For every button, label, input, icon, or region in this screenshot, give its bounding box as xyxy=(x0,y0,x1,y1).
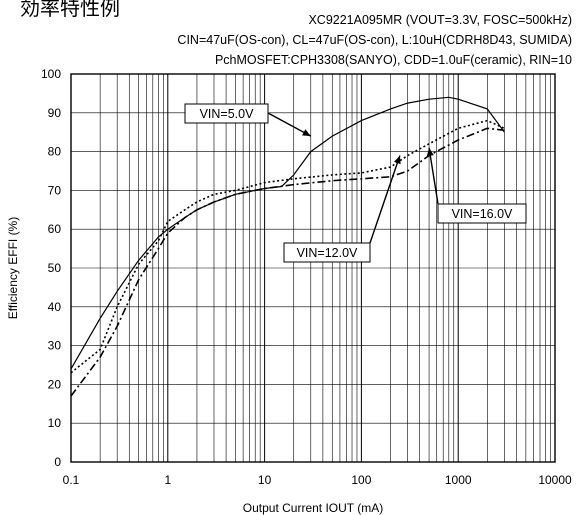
y-tick-label: 10 xyxy=(48,416,62,430)
y-tick-label: 30 xyxy=(48,339,62,353)
callout-leader xyxy=(369,155,401,244)
plot-frame xyxy=(70,73,556,463)
series-line-2 xyxy=(70,119,505,374)
callout-leader xyxy=(428,147,439,205)
callout-arrowhead xyxy=(426,147,434,157)
y-tick-label: 20 xyxy=(48,377,62,391)
callout-box xyxy=(283,242,371,263)
x-tick-label: 100 xyxy=(351,473,371,487)
page-title: 効率特性例 xyxy=(20,0,120,20)
y-tick-label: 70 xyxy=(48,183,62,197)
y-tick-label: 0 xyxy=(54,455,61,469)
callout-label: VIN=12.0V xyxy=(297,246,358,260)
x-axis-label: Output Current IOUT (mA) xyxy=(243,501,383,515)
callout-arrowhead xyxy=(302,129,311,137)
x-tick-label: 1000 xyxy=(445,473,472,487)
x-tick-label: 1 xyxy=(164,473,171,487)
y-axis-label: Efficiency EFFI (%) xyxy=(6,217,20,319)
y-tick-label: 40 xyxy=(48,300,62,314)
series-line-3 xyxy=(70,127,505,397)
y-tick-label: 50 xyxy=(48,261,62,275)
y-tick-label: 100 xyxy=(41,67,61,81)
condition-line-3: PchMOSFET:CPH3308(SANYO), CDD=1.0uF(cera… xyxy=(214,53,572,67)
callout-box xyxy=(184,103,269,124)
condition-line-2: CIN=47uF(OS-con), CL=47uF(OS-con), L:10u… xyxy=(177,33,572,47)
callout-arrowhead xyxy=(394,155,401,165)
y-tick-label: 60 xyxy=(48,222,62,236)
x-tick-label: 10 xyxy=(258,473,272,487)
callout-box xyxy=(437,203,527,224)
grid-lines xyxy=(70,73,556,463)
x-tick-label: 0.1 xyxy=(63,473,80,487)
callout-leader xyxy=(267,112,312,137)
callout-label: VIN=16.0V xyxy=(452,207,513,221)
y-tick-label: 90 xyxy=(48,106,62,120)
callout-label: VIN=5.0V xyxy=(200,107,255,121)
x-tick-label: 10000 xyxy=(538,473,572,487)
y-tick-label: 80 xyxy=(48,145,62,159)
condition-line-1: XC9221A095MR (VOUT=3.3V, FOSC=500kHz) xyxy=(308,13,572,27)
